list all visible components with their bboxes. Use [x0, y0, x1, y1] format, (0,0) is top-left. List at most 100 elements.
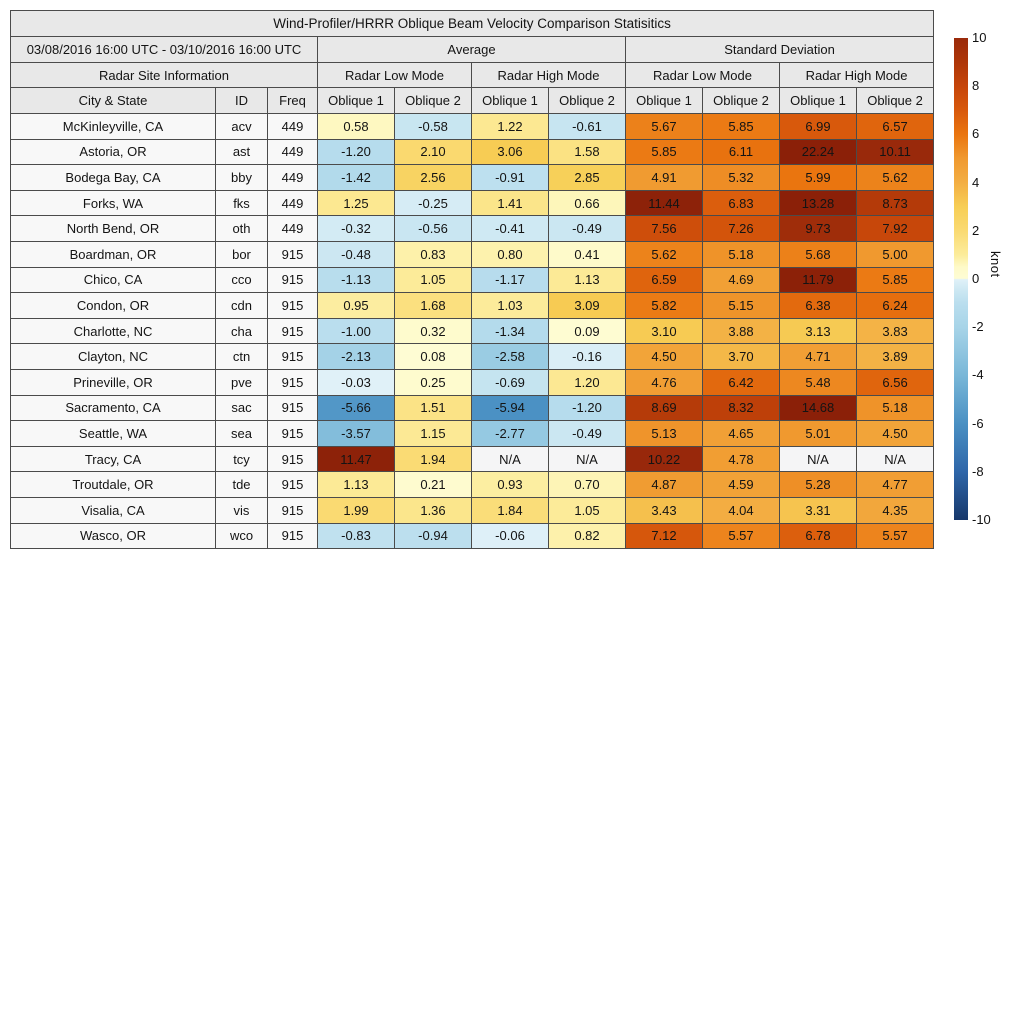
- value-cell: 1.84: [471, 496, 549, 524]
- table-row: Condon, OR cdn 915 0.95 1.68 1.03 3.09 5.82 5.15…: [10, 292, 935, 319]
- freq-cell: 915: [267, 292, 318, 319]
- value-cell: 1.58: [548, 138, 626, 166]
- mode-header-avg-high: Radar High Mode: [471, 62, 626, 88]
- site-id-cell: cdn: [215, 292, 268, 319]
- site-id-cell: cco: [215, 266, 268, 294]
- value-cell: 0.83: [394, 240, 472, 268]
- value-cell: 0.32: [394, 317, 472, 345]
- city-cell: North Bend, OR: [10, 215, 216, 242]
- oblique-header: Oblique 2: [394, 87, 472, 114]
- freq-cell: 915: [267, 317, 318, 345]
- value-cell: 1.05: [548, 496, 626, 524]
- column-header-city-state: City & State: [10, 87, 216, 114]
- site-id-cell: wco: [215, 522, 268, 550]
- colorbar-unit-label: knot: [988, 251, 1003, 278]
- column-header-freq: Freq: [267, 87, 318, 114]
- value-cell: 3.83: [855, 317, 935, 345]
- site-id-cell: fks: [215, 189, 268, 217]
- table-row: Astoria, OR ast 449 -1.20 2.10 3.06 1.58 5.85 6.…: [10, 138, 935, 166]
- value-cell: -5.94: [471, 394, 549, 422]
- freq-cell: 915: [267, 445, 318, 473]
- freq-cell: 915: [267, 343, 318, 370]
- value-cell: 4.76: [625, 368, 703, 396]
- value-cell: 7.56: [625, 215, 703, 242]
- value-cell: 3.89: [855, 343, 935, 370]
- oblique-header: Oblique 2: [702, 87, 780, 114]
- value-cell: 0.66: [548, 189, 626, 217]
- site-id-cell: sea: [215, 420, 268, 447]
- colorbar-tick-label: -4: [972, 367, 984, 383]
- value-cell: 6.24: [855, 292, 935, 319]
- freq-cell: 915: [267, 522, 318, 550]
- value-cell: 13.28: [779, 189, 857, 217]
- site-id-cell: ctn: [215, 343, 268, 370]
- table-row: McKinleyville, CA acv 449 0.58 -0.58 1.22 -0.6…: [10, 113, 935, 140]
- value-cell: -0.32: [317, 215, 395, 242]
- value-cell: 0.93: [471, 471, 549, 498]
- group-header-average: Average: [317, 36, 626, 63]
- value-cell: 5.48: [779, 368, 857, 396]
- table-body: McKinleyville, CA acv 449 0.58 -0.58 1.22 -0.6…: [10, 113, 935, 550]
- value-cell: 0.25: [394, 368, 472, 396]
- city-cell: Chico, CA: [10, 266, 216, 294]
- freq-cell: 915: [267, 240, 318, 268]
- value-cell: 5.57: [855, 522, 935, 550]
- freq-cell: 915: [267, 368, 318, 396]
- value-cell: -0.91: [471, 164, 549, 191]
- value-cell: -0.06: [471, 522, 549, 550]
- site-info-header: Radar Site Information: [10, 62, 318, 88]
- value-cell: -0.48: [317, 240, 395, 268]
- freq-cell: 915: [267, 471, 318, 498]
- value-cell: 7.26: [702, 215, 780, 242]
- value-cell: -3.57: [317, 420, 395, 447]
- value-cell: -0.16: [548, 343, 626, 370]
- value-cell: N/A: [471, 445, 549, 473]
- value-cell: 4.50: [855, 420, 935, 447]
- value-cell: 5.57: [702, 522, 780, 550]
- site-id-cell: cha: [215, 317, 268, 345]
- value-cell: 5.32: [702, 164, 780, 191]
- value-cell: 3.43: [625, 496, 703, 524]
- value-cell: 5.01: [779, 420, 857, 447]
- value-cell: -1.13: [317, 266, 395, 294]
- city-cell: Astoria, OR: [10, 138, 216, 166]
- value-cell: 1.20: [548, 368, 626, 396]
- site-id-cell: bby: [215, 164, 268, 191]
- value-cell: 0.70: [548, 471, 626, 498]
- value-cell: 6.99: [779, 113, 857, 140]
- value-cell: 10.22: [625, 445, 703, 473]
- freq-cell: 915: [267, 394, 318, 422]
- value-cell: 0.41: [548, 240, 626, 268]
- table-row: Troutdale, OR tde 915 1.13 0.21 0.93 0.70 4.87 4…: [10, 471, 935, 498]
- city-cell: Clayton, NC: [10, 343, 216, 370]
- value-cell: 5.85: [855, 266, 935, 294]
- value-cell: -2.58: [471, 343, 549, 370]
- value-cell: 0.09: [548, 317, 626, 345]
- value-cell: 4.71: [779, 343, 857, 370]
- value-cell: -1.00: [317, 317, 395, 345]
- value-cell: 4.65: [702, 420, 780, 447]
- freq-cell: 449: [267, 215, 318, 242]
- value-cell: 6.11: [702, 138, 780, 166]
- value-cell: 3.88: [702, 317, 780, 345]
- site-id-cell: sac: [215, 394, 268, 422]
- mode-header-std-high: Radar High Mode: [778, 62, 935, 88]
- value-cell: 2.56: [394, 164, 472, 191]
- value-cell: -0.03: [317, 368, 395, 396]
- value-cell: 8.32: [702, 394, 780, 422]
- value-cell: 4.87: [625, 471, 703, 498]
- value-cell: -0.41: [471, 215, 549, 242]
- value-cell: 6.56: [855, 368, 935, 396]
- city-cell: Condon, OR: [10, 292, 216, 319]
- value-cell: 0.58: [317, 113, 395, 140]
- value-cell: 4.69: [702, 266, 780, 294]
- value-cell: 5.62: [625, 240, 703, 268]
- value-cell: 2.85: [548, 164, 626, 191]
- freq-cell: 449: [267, 113, 318, 140]
- value-cell: -1.34: [471, 317, 549, 345]
- value-cell: -0.94: [394, 522, 472, 550]
- freq-cell: 915: [267, 266, 318, 294]
- value-cell: 8.73: [855, 189, 935, 217]
- city-cell: Prineville, OR: [10, 368, 216, 396]
- oblique-header: Oblique 1: [625, 87, 703, 114]
